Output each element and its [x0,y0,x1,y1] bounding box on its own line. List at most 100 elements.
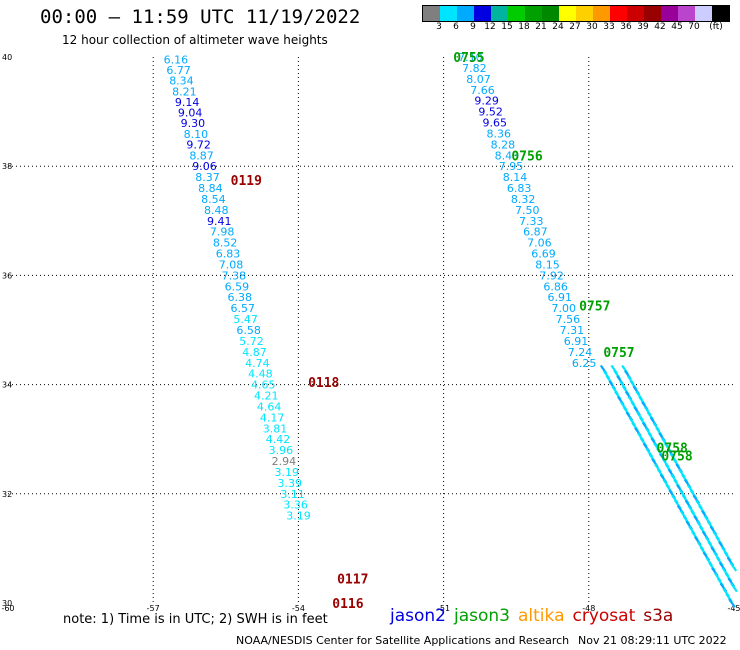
wave-height-label: 6.83 [216,248,241,261]
color-swatch [593,6,610,21]
color-scale-label: 39 [637,22,649,32]
wave-height-label: 6.69 [531,248,556,261]
color-scale-label: 9 [470,22,476,32]
legend-s3a: s3a [643,606,674,626]
wave-height-label: 6.58 [236,324,261,337]
wave-height-label: 9.72 [186,138,211,151]
color-scale-label: 3 [436,22,442,32]
wave-height-label: 6.25 [572,357,597,370]
color-swatch [661,6,678,21]
wave-height-label: 9.06 [192,160,217,173]
wave-height-label: 9.14 [175,96,200,109]
color-scale-label: 42 [654,22,666,32]
wave-height-label: 9.04 [178,107,203,120]
color-swatch [525,6,542,21]
color-swatch [678,6,695,21]
wave-height-label: 6.59 [225,280,250,293]
wave-height-label: 4.42 [266,433,291,446]
x-tick-label: -51 [437,604,450,613]
wave-height-label: 8.37 [195,171,220,184]
wave-height-label: 8.34 [169,74,194,87]
axis-ticks: -60 -57 -54 -51 -48 -45 30 32 34 36 38 40 [1,53,740,613]
pass-time-label: 0118 [308,376,339,391]
wave-height-label: 4.21 [254,390,279,403]
wave-height-label: 7.33 [519,215,544,228]
wave-height-label: 9.41 [207,215,232,228]
wave-height-label: 8.48 [204,204,229,217]
color-swatch [610,6,627,21]
wave-height-label: 7.92 [539,269,564,282]
x-tick-label: -57 [147,604,160,613]
wave-height-label: 6.16 [164,54,189,67]
pass-time-label: 0755 [453,51,484,66]
color-swatch [474,6,491,21]
wave-height-label: 8.15 [535,258,560,271]
dense-track-labels [599,364,738,608]
wave-height-label: 8.10 [184,128,209,141]
x-tick-label: -45 [727,604,740,613]
wave-height-label: 8.87 [189,149,214,162]
color-scale-label: 18 [518,22,530,32]
color-scale-label: 6 [453,22,459,32]
wave-height-label: 9.30 [181,117,206,130]
units-note: note: 1) Time is in UTC; 2) SWH is in fe… [63,612,328,627]
y-tick-label: 30 [2,599,12,608]
page-title: 00:00 – 11:59 UTC 11/19/2022 [40,6,361,28]
y-tick-label: 34 [2,381,12,390]
pass-time-label: 0758 [661,450,692,465]
color-scale-label: 36 [620,22,632,32]
generated-timestamp: Nov 21 08:29:11 UTC 2022 [578,634,727,647]
color-swatch [644,6,661,21]
color-scale-labels: 3 6 9 12 15 18 21 24 27 30 33 36 39 42 45 70 (ft) [422,22,740,34]
color-swatch [542,6,559,21]
wave-height-label: 3.19 [275,466,300,479]
wave-height-label: 3.39 [277,477,302,490]
wave-height-label: 3.19 [286,510,311,523]
map-grid [8,57,734,603]
wave-height-label: 8.54 [201,193,226,206]
dense-track-mark [729,562,738,572]
legend-cryosat: cryosat [572,606,636,626]
color-scale-label: 24 [552,22,564,32]
pass-time-label: 0756 [511,149,542,164]
y-tick-label: 38 [2,162,12,171]
dense-track-mark [730,582,738,593]
wave-height-label: 4.17 [260,411,285,424]
color-scale-bar [422,5,730,22]
y-tick-label: 40 [2,53,12,62]
wave-height-label: 9.65 [482,117,507,130]
color-scale-label: 27 [569,22,581,32]
wave-height-label: 6.86 [543,280,568,293]
wave-height-label: 7.38 [222,269,247,282]
legend-jason2: jason2 [390,606,446,626]
y-tick-label: 36 [2,271,12,280]
wave-height-label: 6.83 [507,182,532,195]
wave-height-label: 8.84 [198,182,223,195]
color-scale-label: 33 [603,22,615,32]
wave-height-label: 4.65 [251,379,276,392]
color-scale-label: 45 [671,22,683,32]
wave-height-label: 6.91 [564,335,589,348]
satellite-legend: jason2 jason3 altika cryosat s3a [390,606,681,626]
color-swatch [712,6,729,21]
wave-height-label: 8.43 [495,149,520,162]
color-swatch [576,6,593,21]
credit-line: NOAA/NESDIS Center for Satellite Applica… [236,634,570,647]
wave-height-label: 7.10 [458,51,483,64]
wave-height-label: 2.94 [272,455,297,468]
wave-height-label: 9.52 [478,106,503,119]
wave-height-label: 6.87 [523,226,548,239]
x-tick-label: -48 [582,604,595,613]
color-scale-label: 70 [688,22,700,32]
color-scale-label: 21 [535,22,547,32]
wave-height-label: 7.56 [556,313,581,326]
y-tick-label: 32 [2,490,12,499]
page-subtitle: 12 hour collection of altimeter wave hei… [62,33,328,47]
wave-height-label: 7.00 [552,302,577,315]
wave-height-label: 7.06 [527,237,552,250]
color-swatch [423,6,440,21]
color-scale-label: 30 [586,22,598,32]
wave-height-label: 8.14 [503,171,528,184]
wave-height-label: 6.91 [547,291,572,304]
